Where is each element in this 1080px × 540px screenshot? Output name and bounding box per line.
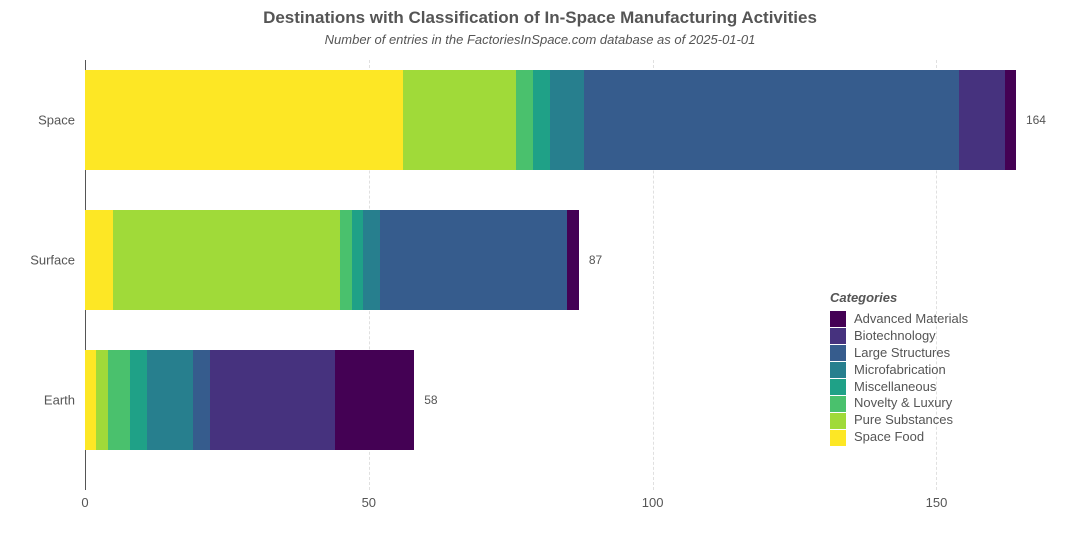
bar-row <box>85 70 1016 170</box>
legend-label: Advanced Materials <box>854 311 968 328</box>
bar-segment <box>550 70 584 170</box>
legend-swatch <box>830 345 846 361</box>
bar-segment <box>516 70 533 170</box>
y-axis-label: Earth <box>44 393 75 408</box>
bar-segment <box>193 350 210 450</box>
x-tick-label: 150 <box>926 495 948 510</box>
bar-segment <box>147 350 192 450</box>
legend-item: Biotechnology <box>830 328 968 345</box>
chart-container: Destinations with Classification of In-S… <box>0 0 1080 540</box>
legend-item: Large Structures <box>830 345 968 362</box>
chart-subtitle: Number of entries in the FactoriesInSpac… <box>0 32 1080 47</box>
bar-segment <box>352 210 363 310</box>
bar-segment <box>363 210 380 310</box>
legend-item: Miscellaneous <box>830 379 968 396</box>
y-axis-label: Space <box>38 113 75 128</box>
x-axis: 050100150 <box>85 495 1050 525</box>
x-tick-label: 0 <box>81 495 88 510</box>
bar-segment <box>113 210 340 310</box>
bar-total-label: 87 <box>589 253 602 267</box>
bar-segment <box>96 350 107 450</box>
bar-segment <box>85 70 403 170</box>
x-tick-label: 100 <box>642 495 664 510</box>
legend-label: Miscellaneous <box>854 379 936 396</box>
bar-segment <box>130 350 147 450</box>
legend-item: Novelty & Luxury <box>830 395 968 412</box>
bar-segment <box>533 70 550 170</box>
bar-segment <box>959 70 1004 170</box>
bar-segment <box>584 70 959 170</box>
bar-segment <box>340 210 351 310</box>
legend-swatch <box>830 311 846 327</box>
chart-title: Destinations with Classification of In-S… <box>0 8 1080 28</box>
bar-segment <box>85 210 113 310</box>
legend-item: Microfabrication <box>830 362 968 379</box>
legend-swatch <box>830 362 846 378</box>
bar-segment <box>380 210 567 310</box>
legend: Categories Advanced MaterialsBiotechnolo… <box>830 290 968 446</box>
legend-item: Space Food <box>830 429 968 446</box>
bar-total-label: 164 <box>1026 113 1046 127</box>
x-tick-label: 50 <box>362 495 376 510</box>
bar-row <box>85 210 579 310</box>
bar-segment <box>108 350 131 450</box>
legend-label: Novelty & Luxury <box>854 395 952 412</box>
bar-segment <box>567 210 578 310</box>
bar-segment <box>1005 70 1016 170</box>
bar-segment <box>335 350 414 450</box>
legend-swatch <box>830 328 846 344</box>
legend-label: Pure Substances <box>854 412 953 429</box>
legend-label: Space Food <box>854 429 924 446</box>
legend-item: Pure Substances <box>830 412 968 429</box>
legend-title: Categories <box>830 290 968 305</box>
y-axis-label: Surface <box>30 253 75 268</box>
bar-segment <box>403 70 517 170</box>
bar-total-label: 58 <box>424 393 437 407</box>
legend-swatch <box>830 413 846 429</box>
legend-label: Large Structures <box>854 345 950 362</box>
legend-label: Microfabrication <box>854 362 946 379</box>
legend-item: Advanced Materials <box>830 311 968 328</box>
legend-swatch <box>830 430 846 446</box>
legend-label: Biotechnology <box>854 328 936 345</box>
legend-swatch <box>830 379 846 395</box>
bar-segment <box>85 350 96 450</box>
legend-swatch <box>830 396 846 412</box>
bar-segment <box>210 350 335 450</box>
bar-row <box>85 350 414 450</box>
